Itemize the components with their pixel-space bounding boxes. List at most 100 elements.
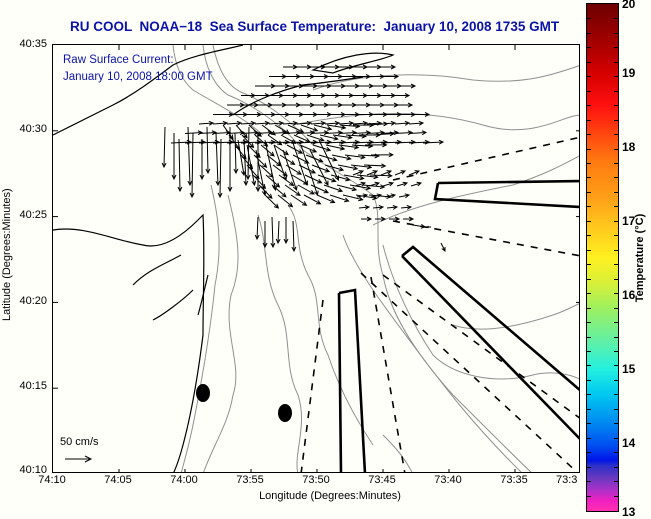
colorbar-tick-mark [587,307,591,309]
x-tick-label: 73:50 [302,474,330,486]
current-arrow [312,144,332,152]
colorbar-tick-mark [614,437,618,439]
colorbar-tick-mark [614,278,618,280]
current-arrow [350,164,373,170]
dump-site-marker[interactable] [196,384,210,402]
current-arrow [425,225,431,229]
current-arrow [254,120,271,126]
colorbar-tick-mark [587,365,591,367]
current-arrow [364,142,388,148]
current-arrow [268,130,288,136]
scale-arrow-label: 50 cm/s [60,436,99,448]
coastline-path [232,76,364,116]
current-arrow [326,124,347,130]
current-arrow [254,216,260,241]
current-arrow [398,193,411,199]
current-arrow [394,120,411,126]
temperature-colorbar [586,3,619,512]
current-arrow [381,64,397,70]
colorbar-tick-mark [614,350,618,352]
current-arrow [338,144,360,150]
current-arrow [272,164,288,177]
colorbar-tick-mark [587,47,591,49]
current-arrow [325,144,346,151]
current-arrow [246,144,257,187]
contour-line [180,184,220,472]
colorbar-tick-mark [587,235,591,237]
current-arrow [241,93,257,98]
current-arrow [408,170,421,176]
current-arrow [235,124,248,139]
coastline [53,45,395,472]
current-arrow [386,204,399,210]
colorbar-tick-mark [587,481,591,483]
current-arrow [395,83,417,89]
colorbar-tick-label: 13 [622,505,636,519]
colorbar-tick-mark [587,90,591,92]
colorbar-tick-label: 19 [622,66,636,80]
x-tick-label: 73:40 [434,474,462,486]
current-arrow [363,163,387,169]
colorbar-tick-mark [587,408,591,410]
colorbar-tick-mark [614,134,618,136]
current-arrow [396,181,409,187]
current-arrow [352,170,365,176]
current-arrow [293,134,311,143]
shipping-lane[interactable] [433,179,580,209]
colorbar-tick-mark [614,32,618,34]
current-arrow [381,74,400,79]
current-arrow [296,120,313,126]
current-arrow [241,134,255,149]
colorbar-tick-mark [587,206,591,208]
current-arrow [171,133,177,181]
current-arrow [267,134,283,146]
current-arrow [440,242,446,252]
current-arrow [291,220,297,253]
current-arrow [311,164,331,173]
current-arrow [338,139,361,145]
current-arrow [279,154,296,166]
colorbar-tick-mark [587,119,591,121]
x-tick-label: 74:00 [170,474,198,486]
current-arrow [368,181,381,187]
contour-line [212,45,314,146]
current-arrow [215,132,221,187]
current-arrow [297,184,315,195]
colorbar-tick-mark [614,47,618,49]
current-arrow [394,130,414,136]
dump-site-marker[interactable] [278,404,292,422]
shipping-lane[interactable] [337,288,367,473]
current-arrow [310,120,327,126]
current-arrow [309,149,329,186]
current-arrow [297,93,313,98]
chart-title: RU COOL NOAA−18 Sea Surface Temperature:… [70,19,560,34]
current-arrow [366,170,379,176]
current-arrow [356,193,369,199]
colorbar-tick-mark [614,423,618,425]
colorbar-tick-mark [587,437,591,439]
colorbar-tick-mark [614,235,618,237]
current-arrow [161,126,167,169]
current-arrow [408,120,425,126]
current-arrow [361,216,373,222]
map-plot-area[interactable]: Raw Surface Current: January 10, 2008 18… [52,44,580,473]
colorbar-tick-mark [587,220,591,222]
current-arrow [354,181,367,187]
current-arrow [342,194,364,202]
colorbar-tick-mark [614,466,618,468]
current-arrow [296,130,316,136]
current-arrow [310,130,330,136]
current-arrow [283,93,299,98]
current-arrow [299,144,318,153]
colorbar-tick-mark [614,148,618,150]
x-tick-label: 73:55 [236,474,264,486]
current-arrow [332,134,353,140]
shipping-lane[interactable] [401,245,580,440]
colorbar-tick-mark [614,264,618,266]
colorbar-tick-mark [614,249,618,251]
current-arrow [311,93,327,98]
current-arrow [362,184,386,190]
current-arrow [410,181,423,187]
current-arrow [380,120,397,126]
colorbar-tick-mark [614,481,618,483]
